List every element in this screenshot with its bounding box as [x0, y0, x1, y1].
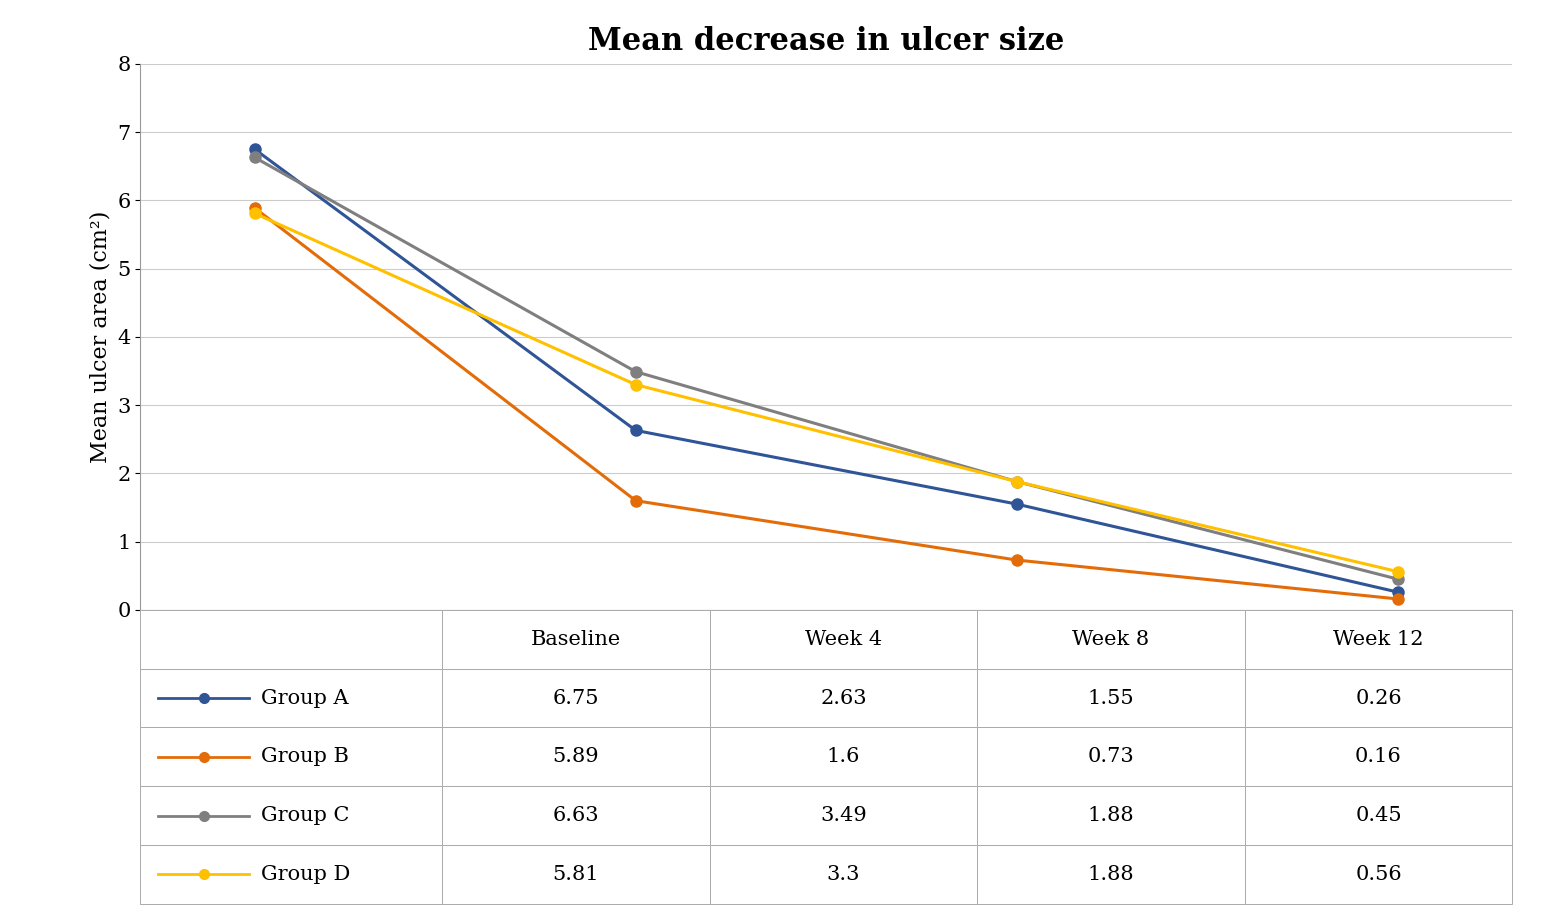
FancyBboxPatch shape: [1244, 610, 1512, 668]
Text: 6.63: 6.63: [552, 806, 599, 825]
Text: 5.81: 5.81: [552, 865, 599, 884]
FancyBboxPatch shape: [140, 845, 443, 904]
FancyBboxPatch shape: [140, 786, 443, 845]
Text: 6.75: 6.75: [552, 688, 599, 708]
FancyBboxPatch shape: [977, 668, 1244, 728]
FancyBboxPatch shape: [443, 786, 709, 845]
Group B: [1389, 593, 1408, 604]
FancyBboxPatch shape: [709, 786, 977, 845]
Group D: [1007, 476, 1026, 487]
Text: 0.16: 0.16: [1355, 748, 1402, 766]
FancyBboxPatch shape: [443, 610, 709, 668]
Text: 5.89: 5.89: [552, 748, 599, 766]
Text: Group C: Group C: [260, 806, 349, 825]
Text: 2.63: 2.63: [820, 688, 867, 708]
Text: Group D: Group D: [260, 865, 351, 884]
Line: Group A: Group A: [249, 143, 1403, 598]
FancyBboxPatch shape: [709, 610, 977, 668]
Group D: [1389, 566, 1408, 577]
FancyBboxPatch shape: [977, 728, 1244, 786]
Group D: [245, 208, 263, 219]
FancyBboxPatch shape: [977, 786, 1244, 845]
Group A: [245, 143, 263, 154]
Group C: [627, 366, 645, 377]
Line: Group C: Group C: [249, 152, 1403, 584]
Text: Week 12: Week 12: [1333, 630, 1423, 649]
FancyBboxPatch shape: [1244, 845, 1512, 904]
FancyBboxPatch shape: [709, 728, 977, 786]
Text: 1.88: 1.88: [1088, 865, 1135, 884]
Text: 3.49: 3.49: [820, 806, 867, 825]
FancyBboxPatch shape: [1244, 668, 1512, 728]
Line: Group B: Group B: [249, 203, 1403, 604]
Title: Mean decrease in ulcer size: Mean decrease in ulcer size: [588, 26, 1065, 57]
Group C: [245, 152, 263, 163]
Text: Group B: Group B: [260, 748, 349, 766]
Group B: [1007, 554, 1026, 565]
Text: 1.6: 1.6: [826, 748, 861, 766]
FancyBboxPatch shape: [709, 668, 977, 728]
Text: 3.3: 3.3: [826, 865, 861, 884]
Text: Week 4: Week 4: [804, 630, 882, 649]
FancyBboxPatch shape: [443, 668, 709, 728]
Text: 0.26: 0.26: [1355, 688, 1402, 708]
Text: 0.73: 0.73: [1088, 748, 1135, 766]
Text: 0.56: 0.56: [1355, 865, 1402, 884]
Group A: [1389, 587, 1408, 598]
Group B: [245, 203, 263, 214]
Text: Week 8: Week 8: [1073, 630, 1149, 649]
FancyBboxPatch shape: [1244, 786, 1512, 845]
FancyBboxPatch shape: [443, 845, 709, 904]
Group C: [1389, 573, 1408, 584]
Y-axis label: Mean ulcer area (cm²): Mean ulcer area (cm²): [90, 211, 112, 463]
FancyBboxPatch shape: [977, 610, 1244, 668]
Line: Group D: Group D: [249, 208, 1403, 577]
Text: 1.55: 1.55: [1088, 688, 1135, 708]
Group C: [1007, 476, 1026, 487]
FancyBboxPatch shape: [140, 728, 443, 786]
FancyBboxPatch shape: [140, 610, 443, 668]
FancyBboxPatch shape: [977, 845, 1244, 904]
Group A: [1007, 498, 1026, 509]
FancyBboxPatch shape: [140, 668, 443, 728]
FancyBboxPatch shape: [443, 728, 709, 786]
Text: 0.45: 0.45: [1355, 806, 1402, 825]
Group B: [627, 495, 645, 506]
Text: Group A: Group A: [260, 688, 349, 708]
Group D: [627, 379, 645, 390]
Text: Baseline: Baseline: [530, 630, 620, 649]
Text: 1.88: 1.88: [1088, 806, 1135, 825]
FancyBboxPatch shape: [709, 845, 977, 904]
Group A: [627, 425, 645, 436]
FancyBboxPatch shape: [1244, 728, 1512, 786]
